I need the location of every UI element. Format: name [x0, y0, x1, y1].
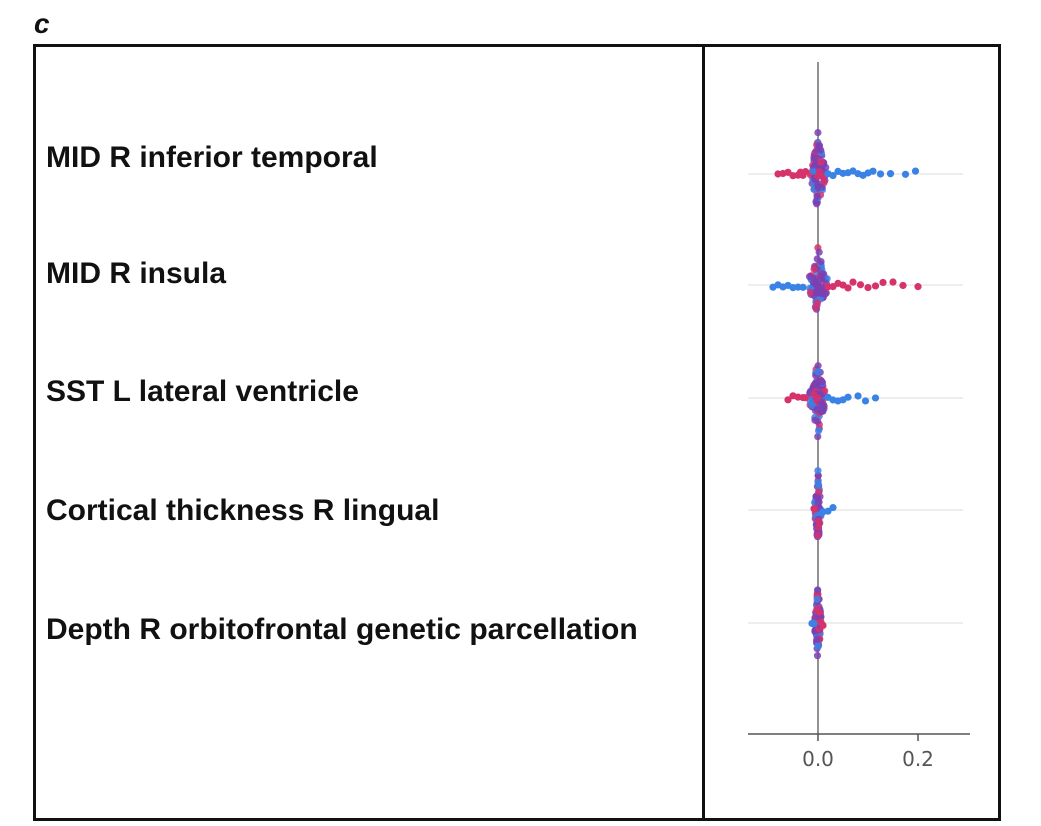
row-1-core-point: [817, 158, 825, 166]
row-1-tail-point: [869, 167, 877, 175]
row-3-tail-point: [854, 392, 862, 400]
row-3-core-point: [811, 380, 819, 388]
row-2-core-point: [818, 275, 826, 283]
row-1-core-point: [815, 167, 823, 176]
row-2-tail-point: [879, 278, 887, 287]
row-1-core-point: [820, 177, 828, 185]
row-3-tail-point: [801, 394, 810, 402]
row-3-core-point: [814, 362, 822, 370]
row-2-core-point: [818, 270, 826, 278]
x-tick-label-1: 0.0: [802, 747, 834, 771]
row-3-tail-point: [784, 396, 792, 404]
row-1-core-point: [813, 192, 821, 201]
row-3-core-point: [811, 416, 819, 424]
row-3-core-point: [818, 378, 826, 386]
row-1-core-point: [814, 128, 822, 137]
row-3-core-point: [814, 394, 822, 402]
row-2-tail-point: [844, 284, 852, 292]
x-tick-label-2: 0.2: [902, 747, 934, 771]
row-4-tail-point: [824, 507, 832, 515]
row-2-core-point: [806, 288, 815, 297]
figure-frame: [33, 44, 1001, 821]
row-4-core-point: [814, 531, 822, 540]
row-2-core-point: [810, 265, 818, 273]
row-5-tail-point: [810, 619, 818, 628]
row-3-core-point: [814, 368, 822, 376]
feature-label-2: MID R insula: [46, 257, 227, 290]
row-2-core-point: [812, 303, 820, 312]
feature-label-3: SST L lateral ventricle: [46, 375, 359, 408]
row-2-core-point: [814, 282, 822, 290]
row-2-tail-point: [914, 283, 922, 291]
row-1-core-point: [810, 168, 818, 176]
row-1-core-point: [814, 184, 822, 192]
label-plot-divider: [702, 44, 705, 821]
row-5-core-point: [813, 605, 821, 613]
feature-label-4: Cortical thickness R lingual: [46, 494, 440, 527]
row-5-core-point: [814, 586, 822, 594]
row-5-core-point: [814, 641, 822, 649]
row-3-core-point: [814, 427, 823, 435]
row-4-core-point: [814, 499, 822, 507]
row-2-tail-point: [856, 281, 865, 289]
row-2-core-point: [817, 257, 825, 266]
row-1-tail-point: [829, 171, 837, 180]
row-3-core-point: [813, 405, 821, 413]
row-4-tail-point: [829, 503, 837, 512]
row-1-tail-point: [901, 170, 910, 178]
row-5-core-point: [813, 595, 821, 603]
row-3-core-point: [814, 432, 822, 441]
row-2-tail-point: [849, 278, 857, 286]
row-3-tail-point: [861, 397, 870, 405]
row-3-core-point: [819, 407, 827, 415]
row-2-core-point: [815, 248, 823, 256]
row-4-core-point: [814, 467, 822, 475]
feature-label-1: MID R inferior temporal: [46, 141, 378, 174]
row-1-tail-point: [911, 167, 920, 175]
row-1-core-point: [813, 146, 821, 154]
row-1-core-point: [813, 200, 821, 208]
row-2-tail-point: [799, 283, 807, 291]
feature-label-5: Depth R orbitofrontal genetic parcellati…: [46, 613, 638, 646]
row-4-tail-point: [810, 505, 818, 513]
row-4-core-point: [814, 517, 823, 525]
row-2-tail-point: [871, 282, 880, 290]
row-3-tail-point: [844, 393, 852, 401]
row-5-core-point: [813, 652, 822, 660]
row-4-core-point: [815, 488, 823, 496]
panel-label: c: [34, 8, 50, 39]
row-3-tail-point: [871, 394, 880, 402]
row-2-core-point: [805, 273, 814, 281]
row-2-core-point: [813, 288, 821, 296]
row-1-tail-point: [886, 170, 895, 178]
row-2-tail-point: [899, 281, 907, 290]
row-5-core-point: [813, 635, 821, 643]
row-5-tail-point: [819, 621, 827, 630]
row-2-tail-point: [864, 283, 872, 292]
row-1-tail-point: [876, 170, 885, 178]
row-4-core-point: [814, 523, 823, 531]
row-2-tail-point: [889, 278, 897, 286]
row-1-tail-point: [801, 168, 810, 176]
